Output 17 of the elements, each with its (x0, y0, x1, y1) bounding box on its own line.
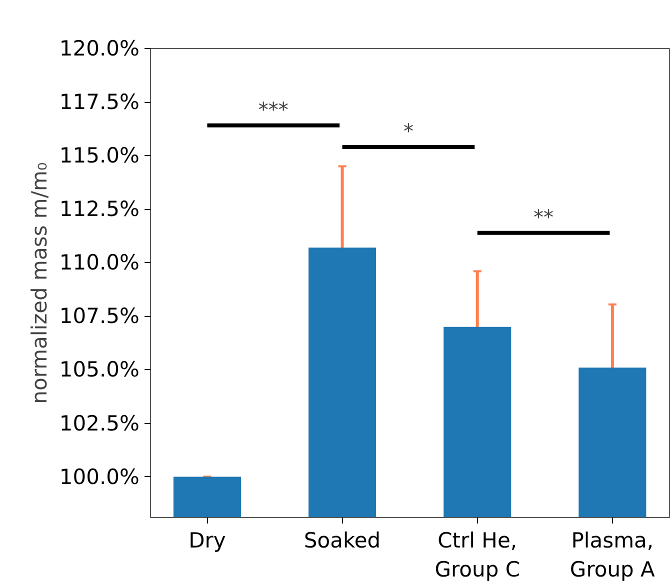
x-tick-label: Soaked (304, 528, 381, 552)
y-tick-label: 117.5% (59, 90, 140, 114)
y-tick-label: 100.0% (59, 464, 140, 489)
y-tick-label: 120.0% (59, 36, 140, 60)
annotation: * (403, 118, 414, 143)
x-tick-label: Dry (188, 528, 226, 552)
y-tick-label: 102.5% (59, 411, 140, 436)
annotation: *** (258, 97, 288, 122)
y-tick-label: 105.0% (59, 358, 140, 382)
y-tick-label: 115.0% (59, 144, 140, 168)
x-tick-label: Ctrl He, Group C (434, 528, 520, 582)
x-tick-label: Plasma, Group A (570, 528, 656, 582)
y-tick-label: 110.0% (59, 250, 140, 275)
annotation: ** (534, 204, 554, 229)
y-axis-title: normalized mass m/m₀ (27, 162, 52, 404)
y-tick-label: 112.5% (59, 197, 140, 222)
y-tick-label: 107.5% (59, 304, 140, 328)
